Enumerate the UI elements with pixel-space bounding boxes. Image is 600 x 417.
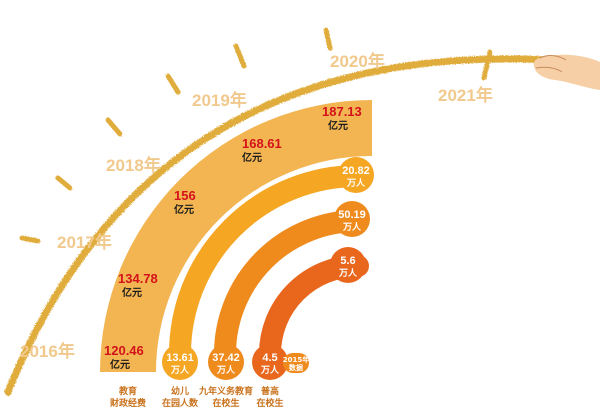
end-unit: 万人 xyxy=(342,221,362,233)
end-badge xyxy=(338,157,374,193)
category-label: 九年义务教育 xyxy=(198,385,253,397)
year-label: 2018年 xyxy=(106,155,161,175)
timeline-tick xyxy=(481,49,493,81)
timeline-tick xyxy=(105,117,123,137)
end-unit: 万人 xyxy=(346,177,366,189)
funding-value: 134.78 xyxy=(118,271,158,286)
category-label: 普高 xyxy=(261,385,279,397)
funding-unit: 亿元 xyxy=(110,358,130,371)
funding-value: 168.61 xyxy=(242,136,282,151)
funding-labels: 120.46 亿元 134.78 亿元 156 亿元 168.61 亿元 187… xyxy=(104,104,362,371)
start-badge xyxy=(208,344,244,380)
timeline-tick xyxy=(323,27,333,51)
category-label: 在校生 xyxy=(256,397,283,409)
year-label: 2017年 xyxy=(57,232,112,252)
timeline-tick xyxy=(19,235,41,244)
category-label: 在校生 xyxy=(212,397,239,409)
end-value: 20.82 xyxy=(342,165,370,177)
funding-value: 156 xyxy=(174,188,196,203)
start-value: 13.61 xyxy=(166,352,194,364)
end-value: 5.6 xyxy=(340,255,355,267)
end-badge xyxy=(330,247,366,283)
category-label: 教育 xyxy=(118,385,137,397)
category-label: 幼儿 xyxy=(171,385,189,397)
note-badge xyxy=(283,353,309,373)
hand-illustration xyxy=(533,54,600,90)
start-unit: 万人 xyxy=(170,364,190,376)
end-badge xyxy=(334,201,370,237)
funding-value: 120.46 xyxy=(104,343,144,358)
funding-band xyxy=(100,100,372,372)
funding-value: 187.13 xyxy=(322,104,362,119)
start-value-badges: 13.61 万人 37.42 万人 4.5 万人 2015年 数据 xyxy=(162,344,309,380)
start-unit: 万人 xyxy=(216,364,236,376)
note-text: 数据 xyxy=(289,363,303,372)
start-badge xyxy=(252,344,288,380)
funding-unit: 亿元 xyxy=(174,203,194,216)
funding-unit: 亿元 xyxy=(242,151,262,164)
end-unit: 万人 xyxy=(338,267,358,279)
ring-compulsory xyxy=(214,210,369,365)
timeline-ticks xyxy=(19,27,493,244)
year-label: 2019年 xyxy=(192,90,247,110)
year-labels: 2016年 2017年 2018年 2019年 2020年 2021年 xyxy=(20,51,493,361)
year-label: 2020年 xyxy=(330,51,385,71)
start-badge xyxy=(162,344,198,380)
funding-unit: 亿元 xyxy=(328,119,348,132)
end-value-badges: 20.82 万人 50.19 万人 5.6 万人 xyxy=(330,157,374,283)
timeline-tick xyxy=(55,175,73,191)
ring-kindergarten xyxy=(169,165,369,365)
timeline-arc xyxy=(4,55,554,396)
note-text: 2015年 xyxy=(283,355,309,364)
funding-unit: 亿元 xyxy=(122,286,142,299)
year-label: 2021年 xyxy=(438,85,493,105)
end-value: 50.19 xyxy=(338,209,366,221)
year-label: 2016年 xyxy=(20,341,75,361)
category-label: 在园人数 xyxy=(162,397,199,409)
category-labels: 教育 财政经费 幼儿 在园人数 九年义务教育 在校生 普高 在校生 xyxy=(109,385,284,409)
start-value: 4.5 xyxy=(262,352,277,364)
timeline-tick xyxy=(233,43,247,69)
start-unit: 万人 xyxy=(260,364,280,376)
timeline-tick xyxy=(165,73,181,95)
category-label: 财政经费 xyxy=(109,397,146,409)
start-value: 37.42 xyxy=(212,352,240,364)
